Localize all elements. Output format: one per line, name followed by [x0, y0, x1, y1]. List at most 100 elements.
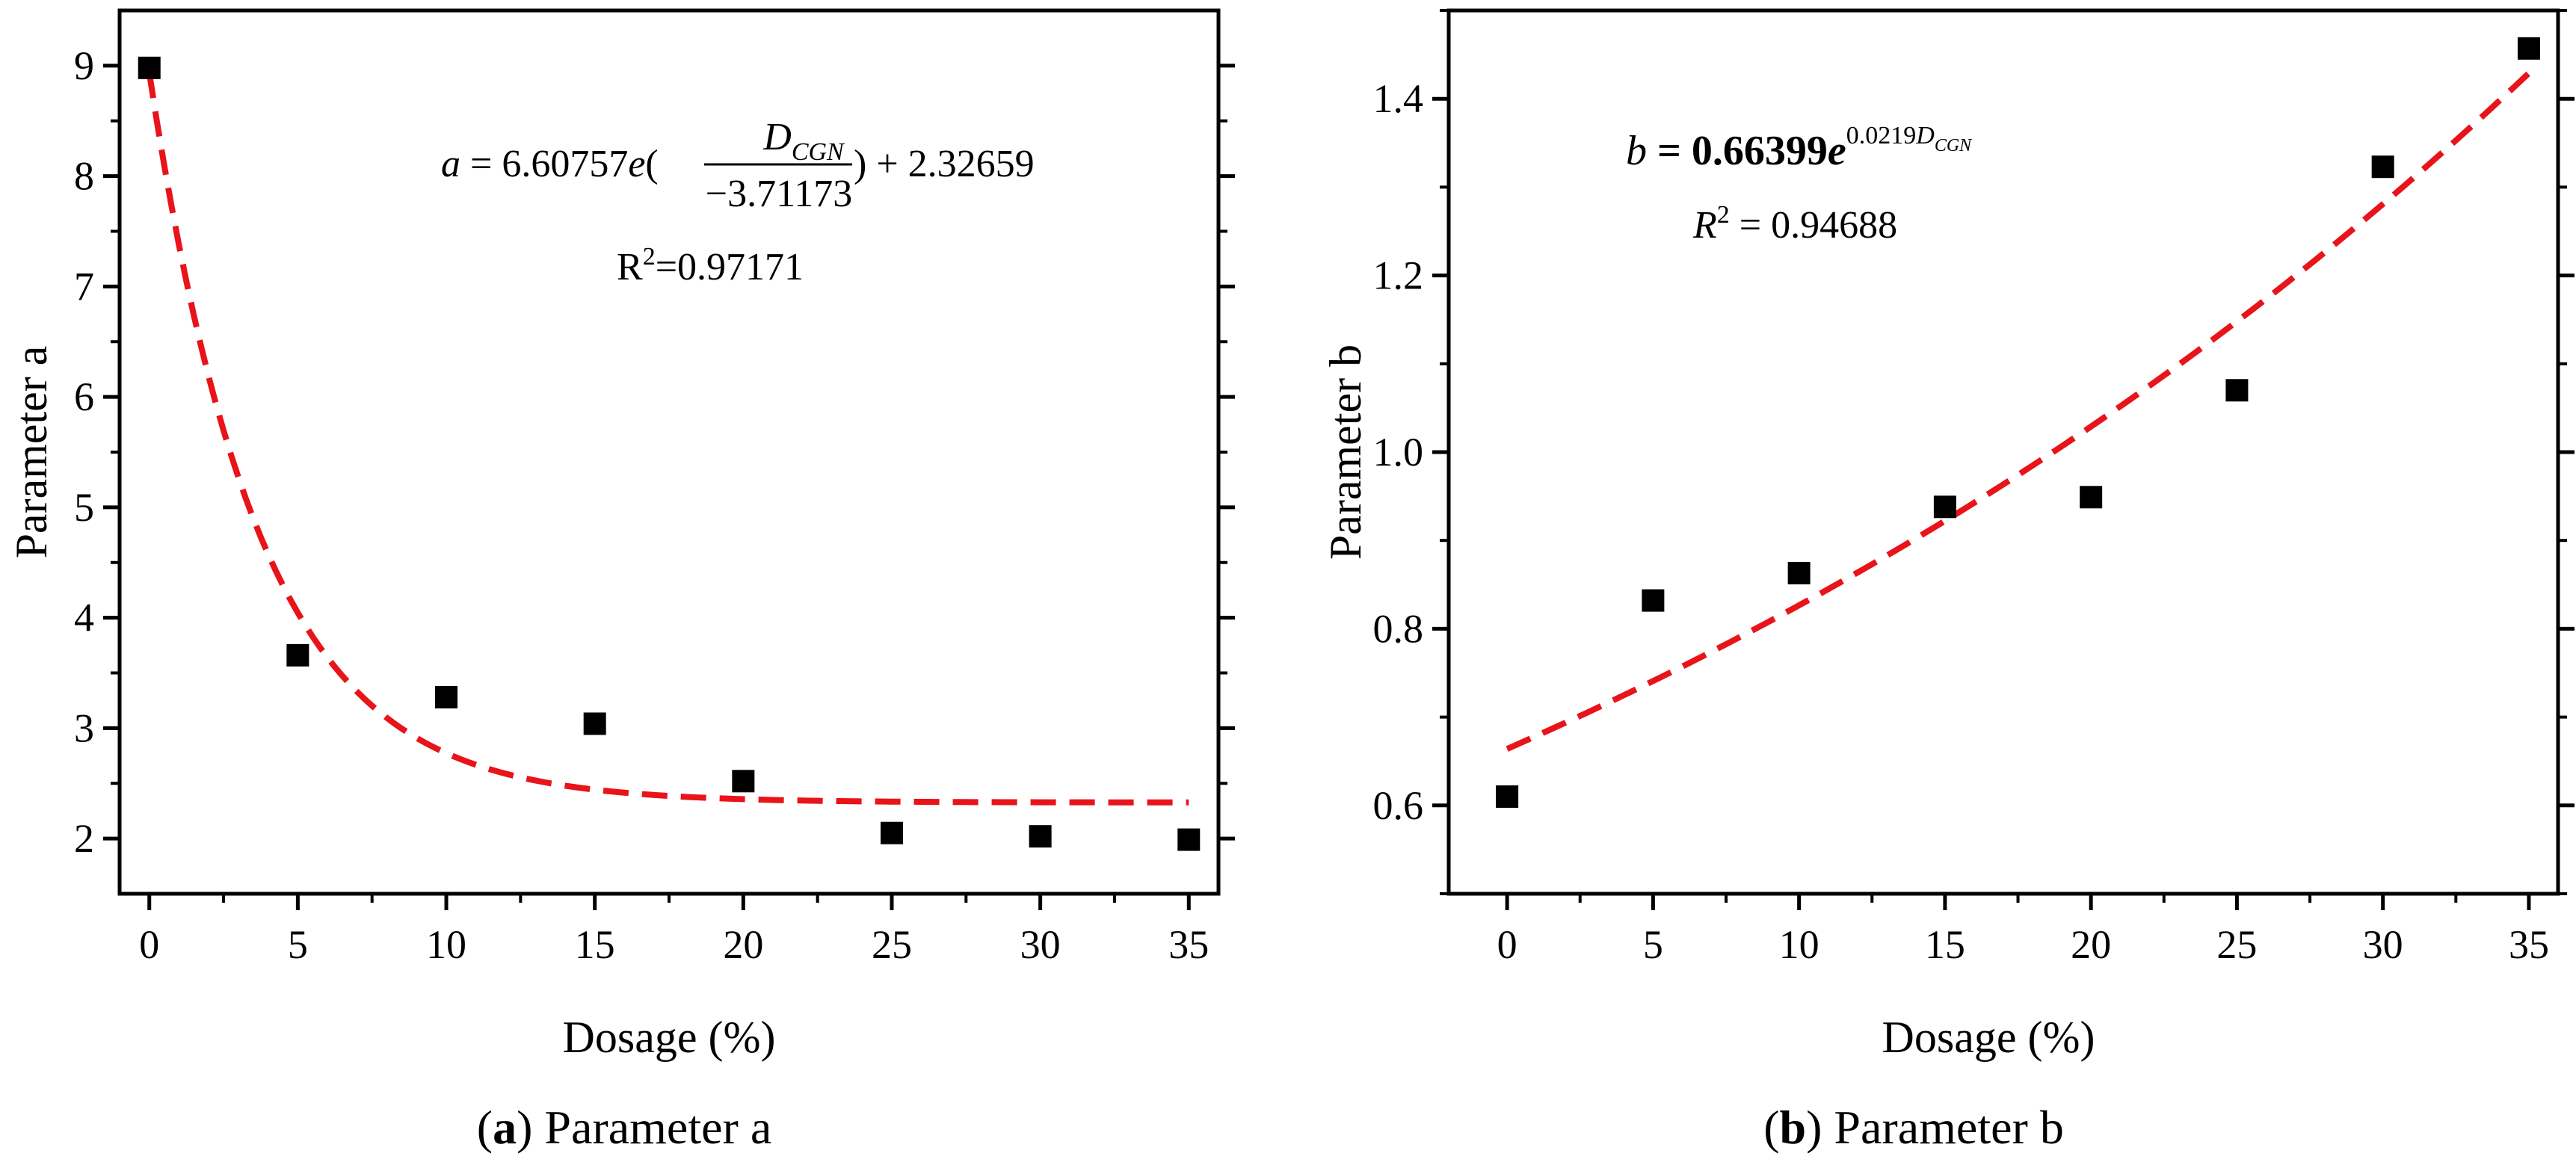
data-point-a [1029, 825, 1052, 848]
eq-b-e: e [1828, 128, 1846, 174]
y-tick-label-a: 2 [74, 816, 94, 861]
eq-b-sup-var: D [1915, 122, 1935, 149]
ticks-b [1432, 9, 2575, 910]
data-point-a [138, 56, 161, 79]
y-tick-label-a: 3 [74, 705, 94, 750]
plot-frame-a [117, 8, 1221, 896]
caption-b-open: ( [1763, 1101, 1779, 1154]
data-point-b [2517, 37, 2540, 60]
x-tick-label-a: 35 [1168, 922, 1209, 967]
data-point-a [880, 821, 903, 844]
y-tick-label-b: 0.8 [1373, 606, 1424, 651]
eq-a-e: e [628, 143, 645, 185]
y-tick-label-b: 1.4 [1373, 76, 1424, 121]
caption-a: (a) Parameter a [477, 1101, 771, 1154]
panel-b: 0 5 10 15 20 25 30 35 0.6 0.8 1.0 1.2 1.4 Dosage (%… [1321, 8, 2575, 1154]
ticks-a [103, 64, 1235, 910]
r2-a-value: =0.97171 [656, 246, 804, 288]
x-tick-labels-b: 0 5 10 15 20 25 30 35 [1497, 922, 2549, 967]
eq-a-denominator: −3.71173 [706, 173, 852, 215]
x-tick-label-b: 20 [2071, 922, 2111, 967]
eq-b-sup-sub: CGN [1935, 136, 1973, 155]
eq-b-coef: = 0.66399 [1647, 128, 1828, 174]
x-tick-label-b: 25 [2216, 922, 2257, 967]
y-tick-label-a: 7 [74, 264, 94, 309]
caption-b-label: b [1780, 1101, 1807, 1154]
x-tick-label-b: 10 [1779, 922, 1819, 967]
y-tick-label-b: 0.6 [1373, 783, 1424, 828]
r2-b-exp: 2 [1717, 201, 1730, 229]
data-point-b [1642, 589, 1665, 612]
data-point-b [2080, 486, 2103, 509]
equation-a: a = 6.60757e( DCGN −3.71173 ) + 2.32659 … [441, 116, 1035, 288]
y-tick-labels-b: 0.6 0.8 1.0 1.2 1.4 [1373, 76, 1424, 828]
data-point-a [583, 712, 606, 735]
x-axis-title-a: Dosage (%) [563, 1013, 776, 1062]
r2-b-value: = 0.94688 [1730, 204, 1897, 247]
y-tick-label-a: 6 [74, 374, 94, 419]
y-tick-label-a: 4 [74, 596, 94, 640]
x-tick-labels-a: 0 5 10 15 20 25 30 35 [139, 922, 1209, 967]
equation-b: b = 0.66399e0.0219DCGN R2 = 0.94688 [1626, 122, 1973, 247]
data-point-a [1177, 828, 1201, 851]
caption-a-label: a [493, 1101, 517, 1154]
data-point-b [2371, 155, 2394, 179]
caption-a-open: ( [477, 1101, 493, 1154]
x-tick-label-b: 15 [1925, 922, 1965, 967]
data-point-b [1787, 561, 1811, 584]
x-tick-label-b: 35 [2509, 922, 2549, 967]
data-points-b [1496, 37, 2540, 808]
eq-a-lhs: a [441, 143, 460, 185]
caption-b-close: ) [1806, 1101, 1834, 1154]
data-point-a [435, 686, 458, 709]
x-tick-label-a: 10 [426, 922, 466, 967]
eq-b-sup: 0.0219 [1846, 122, 1917, 149]
x-tick-label-a: 30 [1020, 922, 1061, 967]
caption-b-text: Parameter b [1834, 1101, 2063, 1154]
eq-a-open-paren: ( [645, 143, 658, 185]
y-tick-label-b: 1.2 [1373, 253, 1424, 298]
y-axis-title-a: Parameter a [7, 346, 56, 559]
x-tick-label-a: 5 [288, 922, 308, 967]
x-tick-label-a: 20 [723, 922, 763, 967]
r2-a-exp: 2 [643, 243, 656, 271]
fit-curve-a [146, 72, 1189, 806]
x-tick-label-a: 15 [575, 922, 615, 967]
data-points-a [138, 56, 1201, 851]
eq-b-lhs: b [1626, 128, 1647, 174]
x-tick-label-b: 30 [2363, 922, 2403, 967]
data-point-a [732, 770, 755, 793]
svg-text:DCGN: DCGN [762, 116, 845, 166]
x-tick-label-b: 0 [1497, 922, 1517, 967]
x-axis-title-b: Dosage (%) [1882, 1013, 2095, 1062]
caption-a-text: Parameter a [544, 1101, 771, 1154]
y-axis-title-b: Parameter b [1321, 344, 1370, 560]
panel-a: 0 5 10 15 20 25 30 35 2 3 4 5 6 7 8 9 Dosage (%) Param… [7, 8, 1235, 1154]
svg-text:R2 = 0.94688: R2 = 0.94688 [1692, 201, 1897, 247]
caption-a-close: ) [517, 1101, 544, 1154]
caption-b: (b) Parameter b [1763, 1101, 2064, 1154]
eq-a-coef: = 6.60757 [460, 143, 628, 185]
svg-text:R2=0.97171: R2=0.97171 [617, 243, 804, 288]
plot-frame-b [1446, 8, 2560, 896]
data-point-b [1933, 495, 1956, 519]
r2-b-prefix: R [1692, 204, 1717, 247]
y-tick-label-a: 8 [74, 154, 94, 199]
data-point-b [1496, 785, 1519, 808]
x-tick-label-b: 5 [1643, 922, 1663, 967]
svg-text:a = 6.60757e(: a = 6.60757e( [441, 143, 659, 185]
r2-a-prefix: R [617, 246, 643, 288]
data-point-b [2225, 379, 2249, 402]
y-tick-labels-a: 2 3 4 5 6 7 8 9 [74, 43, 94, 861]
y-tick-label-a: 5 [74, 485, 94, 530]
data-point-a [286, 643, 309, 667]
eq-a-numerator: D [762, 116, 792, 158]
y-tick-label-a: 9 [74, 43, 94, 88]
x-tick-label-a: 25 [872, 922, 912, 967]
eq-a-numerator-sub: CGN [792, 138, 845, 166]
eq-a-tail: ) + 2.32659 [854, 143, 1035, 185]
x-tick-label-a: 0 [139, 922, 159, 967]
svg-text:b = 0.66399e0.0219DCGN: b = 0.66399e0.0219DCGN [1626, 122, 1973, 174]
y-tick-label-b: 1.0 [1373, 430, 1424, 475]
